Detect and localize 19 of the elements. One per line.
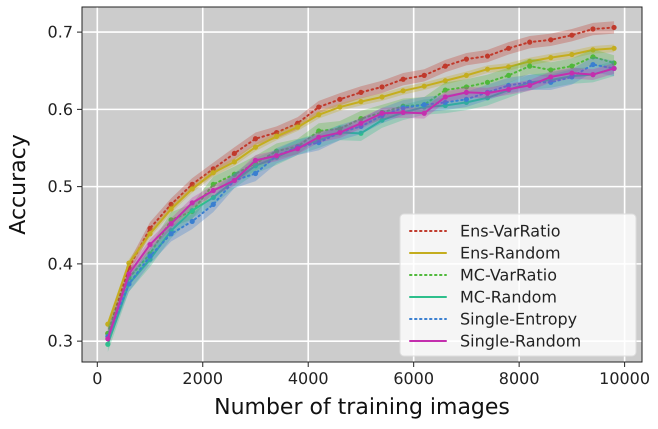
- legend-label: Ens-Random: [460, 244, 561, 263]
- legend-label: Ens-VarRatio: [460, 222, 561, 241]
- x-tick-label: 2000: [182, 369, 224, 388]
- legend-label: MC-Random: [460, 288, 557, 307]
- legend-label: MC-VarRatio: [460, 266, 557, 285]
- y-tick-label: 0.7: [48, 22, 73, 42]
- y-tick-label: 0.6: [48, 100, 73, 119]
- legend-label: Single-Random: [460, 332, 582, 351]
- x-tick-label: 4000: [288, 369, 329, 388]
- y-tick-label: 0.3: [48, 332, 73, 351]
- y-axis-title: Accuracy: [6, 134, 31, 235]
- x-tick-label: 0: [92, 369, 102, 388]
- x-tick-label: 6000: [393, 369, 434, 388]
- x-axis-title: Number of training images: [214, 395, 510, 420]
- y-tick-label: 0.4: [48, 254, 73, 274]
- x-tick-label: 8000: [498, 369, 540, 388]
- x-tick-label: 10000: [599, 369, 650, 388]
- y-tick-label: 0.5: [48, 177, 73, 196]
- legend-label: Single-Entropy: [460, 310, 578, 329]
